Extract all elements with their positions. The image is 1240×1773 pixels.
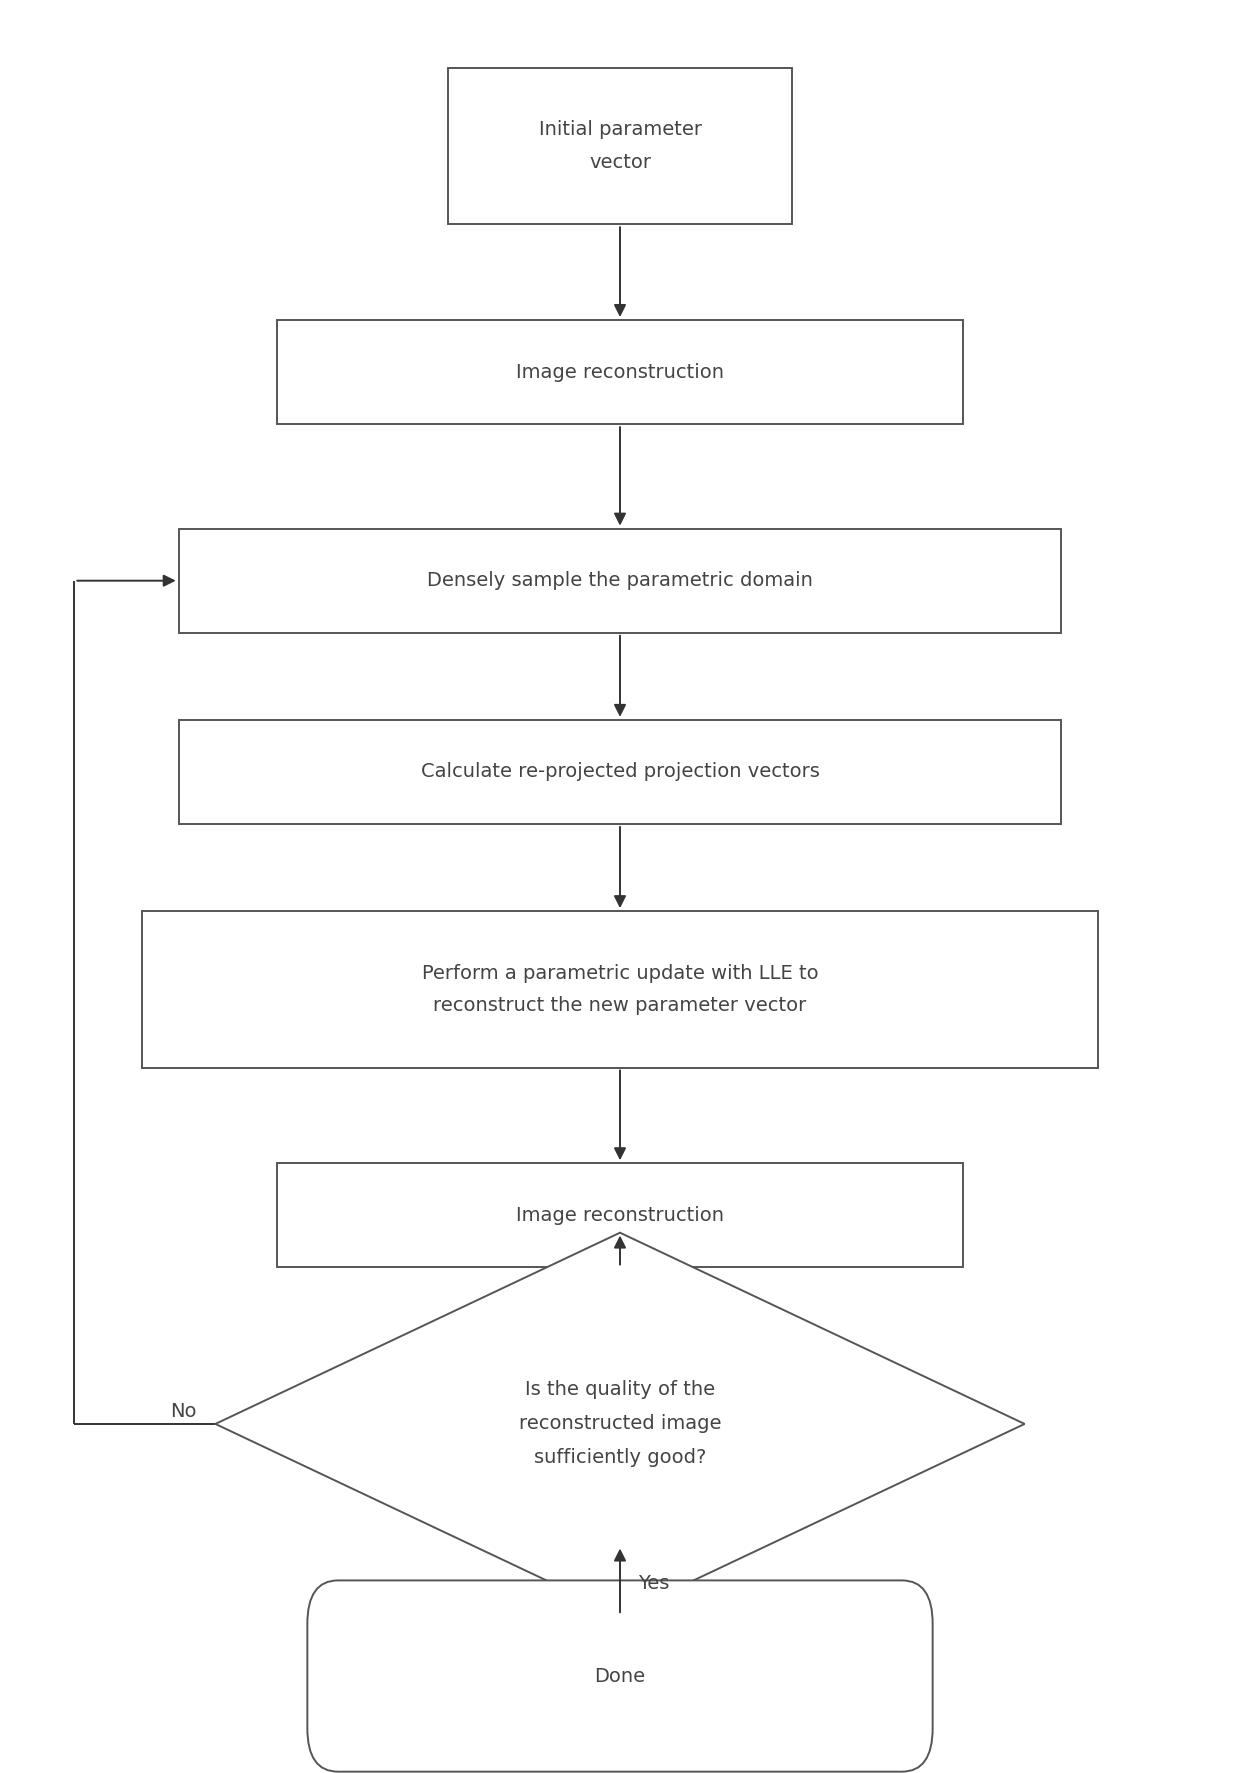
FancyBboxPatch shape: [179, 528, 1061, 633]
Text: Image reconstruction: Image reconstruction: [516, 1206, 724, 1225]
Text: Calculate re-projected projection vectors: Calculate re-projected projection vector…: [420, 762, 820, 782]
FancyBboxPatch shape: [277, 1163, 963, 1268]
Text: Is the quality of the
reconstructed image
sufficiently good?: Is the quality of the reconstructed imag…: [518, 1381, 722, 1468]
Text: Image reconstruction: Image reconstruction: [516, 362, 724, 381]
Text: Densely sample the parametric domain: Densely sample the parametric domain: [427, 571, 813, 590]
FancyBboxPatch shape: [449, 67, 791, 223]
Text: Done: Done: [594, 1667, 646, 1686]
Text: Perform a parametric update with LLE to
reconstruct the new parameter vector: Perform a parametric update with LLE to …: [422, 963, 818, 1014]
Polygon shape: [216, 1232, 1024, 1615]
Text: Initial parameter
vector: Initial parameter vector: [538, 121, 702, 172]
Text: No: No: [170, 1402, 197, 1422]
FancyBboxPatch shape: [277, 319, 963, 424]
FancyBboxPatch shape: [141, 911, 1099, 1067]
FancyBboxPatch shape: [179, 720, 1061, 824]
Text: Yes: Yes: [639, 1574, 670, 1594]
FancyBboxPatch shape: [308, 1580, 932, 1771]
